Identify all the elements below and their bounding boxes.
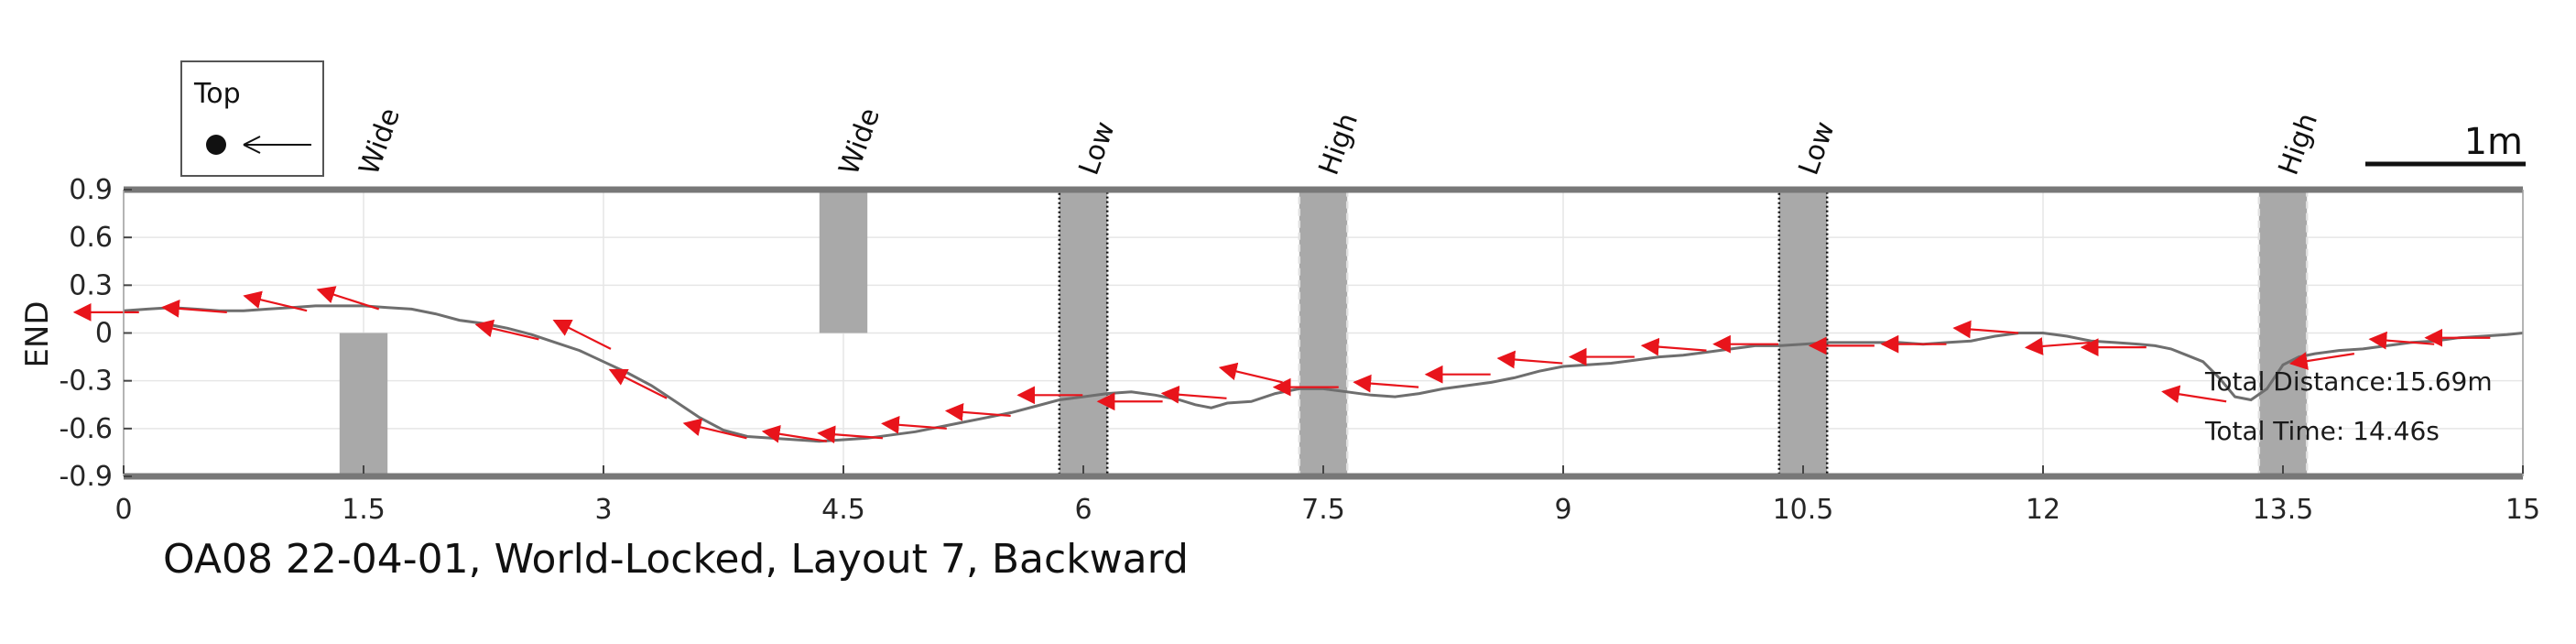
heading-arrow: [1218, 362, 1283, 384]
obstacle-low: [1058, 188, 1109, 478]
heading-arrow: [1160, 385, 1227, 404]
heading-arrow: [2161, 385, 2227, 404]
y-tick-label: -0.3: [59, 366, 113, 398]
heading-arrow: [817, 425, 884, 444]
obstacle-label: Low: [1073, 117, 1122, 179]
y-tick-label: -0.9: [59, 461, 113, 493]
obstacle-label: Wide: [353, 104, 407, 179]
obstacle-wide: [339, 333, 388, 476]
obstacle-label: Low: [1793, 117, 1842, 179]
total-distance-label: Total Distance:15.69m: [2204, 366, 2493, 397]
y-tick-label: 0: [95, 318, 113, 350]
heading-arrow: [608, 368, 668, 399]
scale-bar-label: 1m: [2464, 121, 2523, 163]
x-tick-label: 15: [2505, 494, 2540, 526]
heading-arrow-layer: [72, 286, 2491, 444]
y-tick-label: -0.6: [59, 413, 113, 445]
heading-arrow: [161, 299, 227, 318]
chart-title: OA08 22-04-01, World-Locked, Layout 7, B…: [163, 536, 1189, 583]
obstacle-high: [2257, 188, 2309, 478]
heading-arrow: [944, 403, 1011, 421]
heading-arrow: [316, 286, 380, 311]
obstacle-wide: [819, 190, 868, 333]
obstacle-labels: Wide Wide Low High Low High: [353, 104, 2324, 179]
heading-arrow: [1353, 374, 1419, 393]
heading-arrow: [552, 319, 612, 350]
x-tick-label: 3: [594, 494, 612, 526]
obstacle-layer: [339, 188, 2309, 478]
x-tick-label: 13.5: [2253, 494, 2314, 526]
trajectory-line: [123, 304, 2524, 443]
heading-arrow: [1952, 320, 2019, 339]
heading-arrow: [474, 319, 539, 341]
y-tick-label: 0.6: [69, 222, 113, 254]
legend-box: [180, 60, 324, 177]
heading-arrow: [2368, 331, 2435, 350]
obstacle-label: Wide: [833, 104, 886, 179]
x-tick-label: 10.5: [1773, 494, 1834, 526]
heading-arrow: [2024, 337, 2091, 355]
x-tick-label: 7.5: [1301, 494, 1345, 526]
legend-dot-icon: [206, 135, 226, 155]
total-time-label: Total Time: 14.46s: [2204, 416, 2440, 446]
scale-bar: 1m: [2365, 121, 2526, 167]
y-tick-label: 0.3: [69, 269, 113, 301]
x-tick-label: 4.5: [821, 494, 865, 526]
heading-arrow: [1640, 337, 1707, 356]
heading-arrow: [881, 415, 947, 434]
obstacle-high: [1298, 188, 1349, 478]
heading-arrow: [761, 424, 827, 443]
x-tick-label: 1.5: [342, 494, 386, 526]
heading-arrow: [1496, 350, 1563, 369]
x-tick-label: 9: [1554, 494, 1571, 526]
heading-arrow: [682, 418, 747, 440]
tick-labels: 0 1.5 3 4.5 6 7.5 9 10.5 12 13.5 15 0.9 0.6 0.3 0 -0.3 -…: [59, 174, 2540, 526]
x-tick-label: 12: [2026, 494, 2060, 526]
heading-arrow: [243, 290, 308, 312]
obstacle-label: High: [1313, 109, 1364, 180]
x-tick-label: 0: [114, 494, 132, 526]
obstacle-label: High: [2273, 109, 2324, 180]
obstacle-low: [1777, 188, 1829, 478]
heading-arrow: [2288, 352, 2355, 370]
y-tick-label: 0.9: [69, 174, 113, 206]
legend-label: Top: [193, 78, 241, 110]
legend: Top: [180, 60, 324, 177]
legend-arrowhead-icon: [243, 136, 261, 154]
x-tick-label: 6: [1074, 494, 1092, 526]
y-axis-label: END: [19, 300, 56, 367]
